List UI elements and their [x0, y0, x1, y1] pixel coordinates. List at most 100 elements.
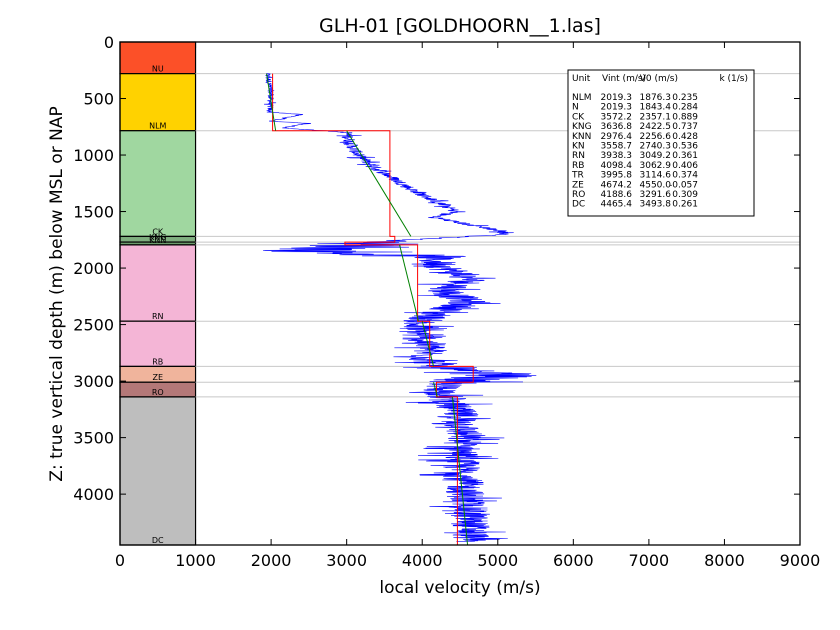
x-axis-label: local velocity (m/s)	[379, 578, 540, 598]
layer-dc	[119, 396, 197, 546]
layer-label: ZE	[153, 373, 164, 382]
layer-label: KNN	[149, 236, 166, 245]
y-tick-label: 2500	[73, 316, 114, 335]
legend-cell: 0.737	[672, 122, 698, 132]
y-tick-label: 0	[104, 33, 114, 52]
layer-label: RN	[152, 312, 164, 321]
x-tick-label: 6000	[553, 551, 594, 570]
legend-cell: CK	[572, 112, 585, 122]
x-tick-label: 1000	[175, 551, 216, 570]
legend-cell: 0.261	[672, 200, 698, 210]
y-tick-label: 4000	[73, 485, 114, 504]
legend-cell: 0.536	[672, 142, 698, 152]
legend-cell: KNN	[572, 132, 591, 142]
layer-label: CK	[152, 227, 164, 236]
legend-header-cell: V0 (m/s)	[640, 74, 678, 84]
legend-cell: 3995.8	[601, 171, 633, 181]
chart-title: GLH-01 [GOLDHOORN__1.las]	[319, 15, 601, 37]
x-tick-label: 4000	[402, 551, 443, 570]
layer-ck	[119, 130, 197, 238]
series-v0k-segment	[346, 130, 412, 237]
legend-cell: 3558.7	[601, 142, 633, 152]
y-tick-label: 1500	[73, 203, 114, 222]
layer-label: RB	[152, 357, 163, 366]
legend-cell: 1876.3	[640, 93, 672, 103]
layer-label: KNG	[149, 233, 166, 242]
x-tick-label: 5000	[477, 551, 518, 570]
layer-label: RO	[152, 388, 164, 397]
legend-cell: 0.309	[672, 190, 698, 200]
legend-cell: 4674.2	[601, 180, 633, 190]
legend-cell: 3062.9	[640, 161, 672, 171]
legend-cell: 0.428	[672, 132, 698, 142]
series-v0k-segment	[399, 244, 419, 322]
legend-header-cell: k (1/s)	[719, 74, 748, 84]
x-tick-label: 3000	[326, 551, 367, 570]
legend-cell: 3114.6	[640, 171, 672, 181]
x-tick-label: 9000	[780, 551, 821, 570]
layer-rb	[119, 320, 197, 368]
x-tick-label: 0	[115, 551, 125, 570]
legend-cell: DC	[572, 200, 585, 210]
legend-cell: KNG	[572, 122, 592, 132]
legend-cell: TR	[571, 171, 584, 181]
legend-cell: 2422.5	[640, 122, 672, 132]
legend-cell: 3049.2	[640, 151, 672, 161]
legend-cell: NLM	[572, 93, 592, 103]
x-tick-label: 7000	[629, 551, 670, 570]
legend-cell: 3291.6	[640, 190, 672, 200]
legend-cell: 2019.3	[601, 103, 633, 113]
y-tick-label: 3500	[73, 429, 114, 448]
legend-cell: 0.361	[672, 151, 698, 161]
legend-cell: 4550.0	[640, 180, 672, 190]
plot-frame	[119, 41, 801, 546]
y-tick-label: 1000	[73, 146, 114, 165]
y-tick-label: 3000	[73, 372, 114, 391]
legend-cell: 0.284	[672, 103, 698, 113]
layer-label: DC	[152, 536, 164, 545]
series-v0k-segment	[266, 73, 277, 131]
legend-cell: 0.406	[672, 161, 698, 171]
legend-cell: ZE	[572, 180, 584, 190]
layer-label: NU	[152, 65, 164, 74]
legend-cell: 0.374	[672, 171, 698, 181]
legend-cell: 2357.1	[640, 112, 672, 122]
legend-cell: 4465.4	[601, 200, 633, 210]
legend-cell: 4098.4	[601, 161, 633, 171]
y-axis-label: Z: true vertical depth (m) below MSL or …	[47, 106, 67, 481]
legend-cell: 2019.3	[601, 93, 633, 103]
x-tick-label: 8000	[704, 551, 745, 570]
series-group	[262, 73, 537, 546]
legend-cell: 3572.2	[601, 112, 633, 122]
legend-cell: KN	[572, 142, 585, 152]
legend-cell: N	[572, 103, 579, 113]
series-v0k-segment	[421, 321, 435, 367]
series-well-log	[262, 73, 537, 542]
legend-cell: 2256.6	[640, 132, 672, 142]
legend-cell: 3938.3	[601, 151, 633, 161]
legend-cell: 0.235	[672, 93, 698, 103]
layer-nlm	[119, 73, 197, 132]
series-v0k-segment	[433, 382, 438, 398]
layer-rn	[119, 244, 197, 322]
legend-cell: 1843.4	[640, 103, 672, 113]
legend-cell: -0.057	[669, 180, 698, 190]
legend: Unit Vint (m/s)V0 (m/s) k (1/s) NLM 2019.3 18…	[567, 69, 755, 217]
axis-ticks: 0 1000 2000 3000 4000 5000 6000 7000 8000 9000 0 50…	[73, 33, 820, 570]
legend-header-cell: Unit	[572, 74, 591, 84]
legend-cell: 2976.4	[601, 132, 633, 142]
legend-cell: 4188.6	[601, 190, 633, 200]
y-tick-label: 2000	[73, 259, 114, 278]
legend-cell: 3493.8	[640, 200, 672, 210]
series-v0k-segment	[451, 396, 469, 546]
y-tick-label: 500	[83, 90, 114, 109]
layer-label: NLM	[149, 122, 166, 131]
legend-box	[567, 69, 755, 217]
legend-cell: 2740.3	[640, 142, 672, 152]
legend-cell: RN	[572, 151, 585, 161]
series-interval-velocity	[272, 73, 474, 545]
legend-cell: RB	[572, 161, 584, 171]
x-tick-label: 2000	[251, 551, 292, 570]
